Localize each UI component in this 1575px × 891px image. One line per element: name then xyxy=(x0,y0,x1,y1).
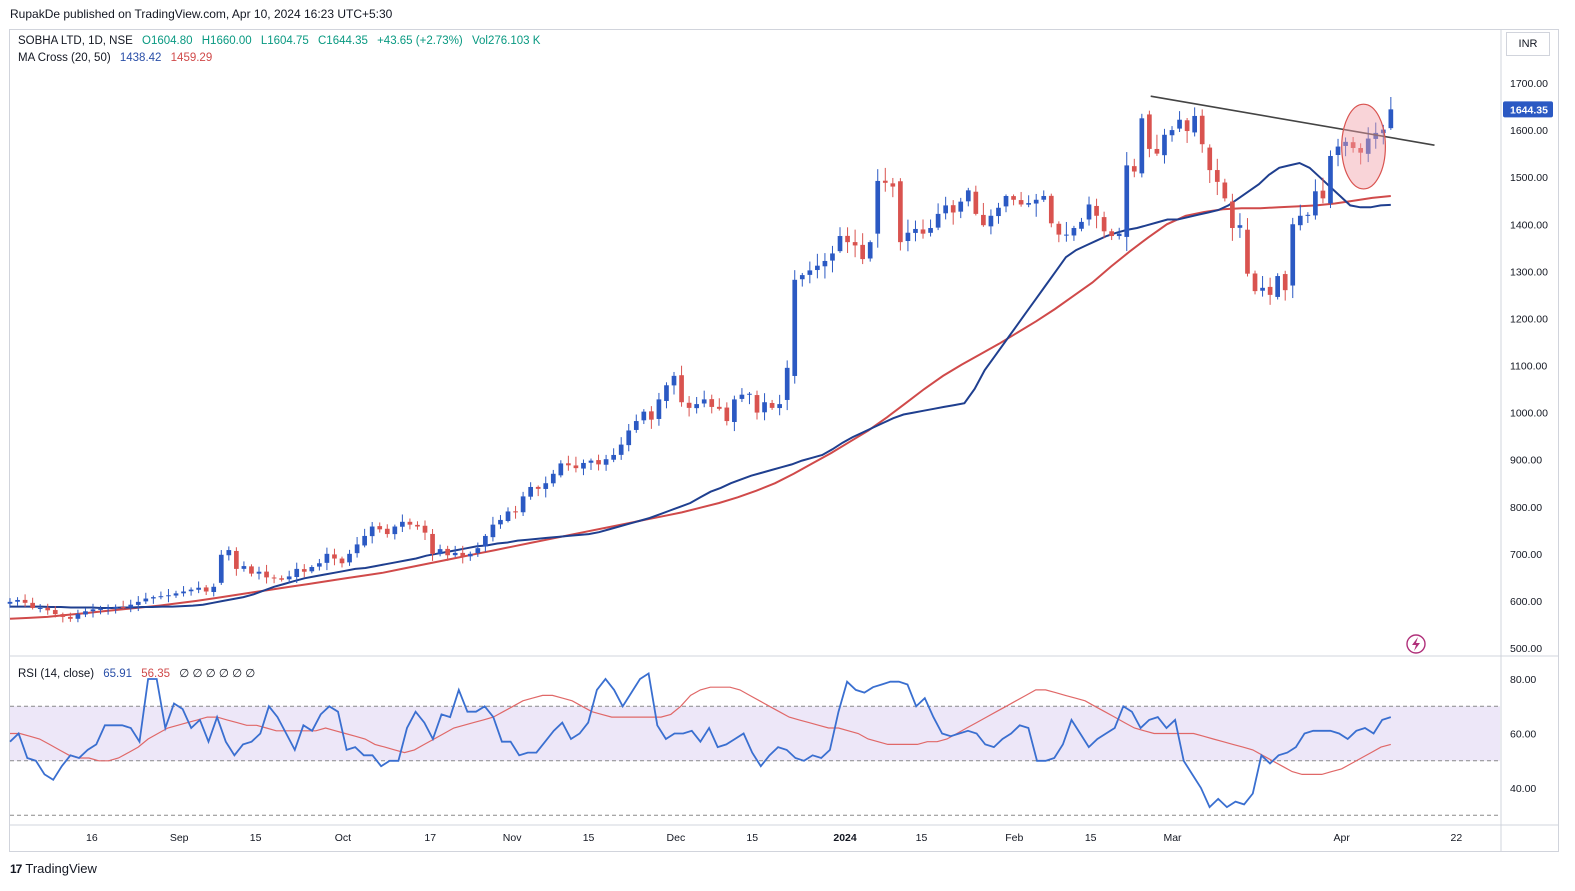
footer-brand[interactable]: 17 TradingView xyxy=(10,861,97,876)
ma-legend: MA Cross (20, 50) 1438.42 1459.29 xyxy=(18,52,218,64)
change-value: +43.65 (+2.73%) xyxy=(377,35,463,47)
open-value: O1604.80 xyxy=(142,35,193,47)
close-value: C1644.35 xyxy=(318,35,368,47)
rsi-label[interactable]: RSI (14, close) xyxy=(18,668,95,680)
high-value: H1660.00 xyxy=(201,35,252,47)
rsi-legend: RSI (14, close) 65.91 56.35 ∅ ∅ ∅ ∅ ∅ ∅ xyxy=(18,666,261,680)
volume-value: Vol276.103 K xyxy=(471,35,541,47)
ma50-value: 1459.29 xyxy=(170,52,213,64)
ma20-value: 1438.42 xyxy=(119,52,162,64)
ma-label[interactable]: MA Cross (20, 50) xyxy=(18,52,111,64)
rsi-extra-values: ∅ ∅ ∅ ∅ ∅ ∅ xyxy=(179,668,256,680)
rsi-ma-value: 56.35 xyxy=(141,668,171,680)
tradingview-brand: TradingView xyxy=(25,861,97,876)
price-legend: SOBHA LTD, 1D, NSE O1604.80 H1660.00 L16… xyxy=(18,35,546,47)
chart-frame xyxy=(9,29,1559,852)
tradingview-logo-icon: 17 xyxy=(10,861,22,876)
currency-button[interactable]: INR xyxy=(1506,32,1550,56)
low-value: L1604.75 xyxy=(260,35,309,47)
symbol-label[interactable]: SOBHA LTD, 1D, NSE xyxy=(18,35,133,47)
rsi-value: 65.91 xyxy=(103,668,133,680)
publisher-line: RupakDe published on TradingView.com, Ap… xyxy=(10,7,393,21)
